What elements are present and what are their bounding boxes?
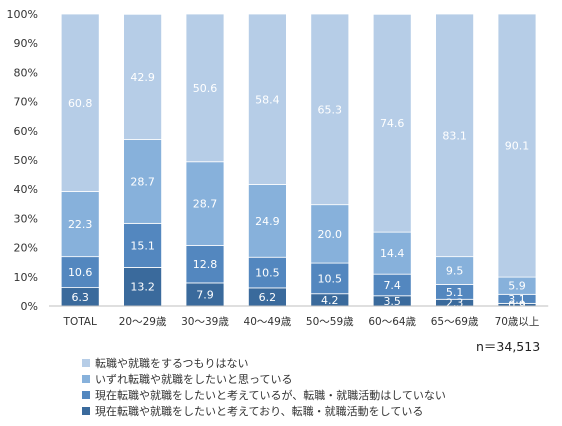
data-label: 15.1 [130, 239, 155, 252]
bar-segment [310, 13, 350, 206]
data-label: 90.1 [505, 140, 530, 153]
y-tick-label: 20% [14, 242, 38, 255]
x-category-label: 30～39歳 [181, 316, 229, 328]
legend-label: 現在転職や就職をしたいと考えており、転職・就職活動をしている [95, 405, 424, 418]
x-category-label: TOTAL [63, 316, 97, 328]
x-category-label: 60～64歳 [368, 316, 416, 328]
bar-segment [185, 13, 225, 163]
legend-item: 現在転職や就職をしたいと考えているが、転職・就職活動はしていない [82, 387, 446, 403]
data-label: 3.1 [508, 293, 526, 306]
y-tick-label: 80% [14, 66, 38, 79]
y-tick-label: 70% [14, 96, 38, 109]
bar-segment [123, 13, 162, 140]
data-label: 7.4 [383, 279, 401, 292]
bar-segment [123, 222, 162, 268]
data-label: 74.6 [380, 117, 405, 130]
data-label: 10.6 [68, 266, 93, 279]
data-label: 6.2 [259, 291, 277, 304]
y-tick-label: 40% [14, 183, 38, 196]
bar-segment [123, 139, 162, 224]
data-labels: 6.3 10.6 22.3 60.8 13.2 15.1 28.7 42.9 7.9 12.8 28… [68, 71, 529, 312]
x-category-label: 50～59歳 [306, 316, 354, 328]
legend-item: 転職や就職をするつもりはない [82, 355, 446, 371]
data-label: 58.4 [255, 93, 280, 106]
x-axis: TOTAL 20～29歳 30～39歳 40～49歳 50～59歳 60～64歳 65～69… [49, 305, 549, 328]
data-label: 22.3 [68, 218, 93, 231]
data-label: 10.5 [255, 267, 280, 280]
bar-segment [185, 161, 225, 246]
y-axis: 0% 10% 20% 30% 40% 50% 60% 70% 80% 90% 100% [7, 8, 38, 313]
x-category-label: 65～69歳 [431, 316, 479, 328]
y-tick-label: 30% [14, 212, 38, 225]
legend-swatch [82, 359, 90, 367]
bar-segment [435, 13, 475, 258]
bar-segment [310, 262, 350, 295]
y-tick-label: 90% [14, 37, 38, 50]
x-category-label: 70歳以上 [495, 316, 540, 328]
data-label: 0.9 [508, 299, 526, 312]
sample-size-note: n＝34,513 [476, 339, 541, 354]
bar-segment [60, 256, 100, 289]
bars [60, 13, 537, 307]
legend-label: いずれ転職や就職をしたいと思っている [95, 373, 293, 386]
y-tick-label: 100% [7, 8, 38, 21]
data-label: 4.2 [321, 294, 339, 307]
data-label: 12.8 [193, 258, 218, 271]
bar-segment [247, 184, 287, 258]
data-label: 5.1 [446, 286, 464, 299]
y-tick-label: 50% [14, 154, 38, 167]
data-label: 9.5 [446, 265, 464, 278]
x-category-label: 20～29歳 [119, 316, 167, 328]
bar-segment [247, 13, 287, 185]
data-label: 42.9 [130, 71, 155, 84]
data-label: 13.2 [130, 281, 155, 294]
legend-item: いずれ転職や就職をしたいと思っている [82, 371, 446, 387]
legend-item: 現在転職や就職をしたいと考えており、転職・就職活動をしている [82, 403, 446, 419]
data-label: 24.9 [255, 215, 280, 228]
data-label: 5.9 [508, 280, 526, 293]
data-label: 83.1 [442, 129, 467, 142]
data-label: 7.9 [196, 288, 214, 301]
x-category-label: 40～49歳 [244, 316, 292, 328]
stacked-bar-chart: 0% 10% 20% 30% 40% 50% 60% 70% 80% 90% 100% 6.3 10.… [7, 8, 549, 328]
data-label: 50.6 [193, 82, 218, 95]
data-label: 28.7 [130, 175, 155, 188]
legend: 転職や就職をするつもりはないいずれ転職や就職をしたいと思っている現在転職や就職を… [82, 355, 446, 419]
legend-swatch [82, 375, 90, 383]
legend-swatch [82, 407, 90, 415]
bar-segment [372, 231, 412, 275]
data-label: 28.7 [193, 198, 218, 211]
legend-label: 現在転職や就職をしたいと考えているが、転職・就職活動はしていない [95, 389, 446, 402]
data-label: 10.5 [318, 272, 343, 285]
data-label: 3.5 [383, 295, 401, 308]
bar-segment [372, 13, 412, 233]
legend-label: 転職や就職をするつもりはない [95, 357, 249, 370]
data-label: 60.8 [68, 97, 93, 110]
bar-segment [497, 13, 537, 278]
bar-segment [310, 204, 350, 264]
data-label: 65.3 [318, 103, 343, 116]
data-label: 6.3 [71, 291, 89, 304]
data-label: 14.4 [380, 247, 405, 260]
y-tick-label: 60% [14, 125, 38, 138]
data-label: 20.0 [318, 228, 343, 241]
legend-swatch [82, 391, 90, 399]
bar-segment [185, 245, 225, 284]
y-tick-label: 10% [14, 271, 38, 284]
y-tick-label: 0% [21, 300, 38, 313]
bar-segment [60, 13, 100, 192]
